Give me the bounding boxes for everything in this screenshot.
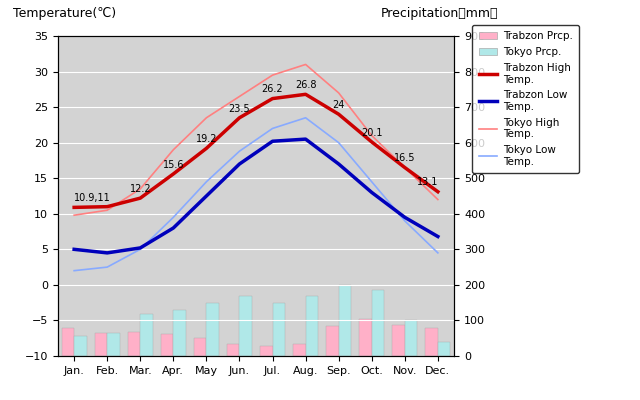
Bar — [95, 333, 107, 356]
Text: 16.5: 16.5 — [394, 153, 415, 163]
Bar — [359, 319, 372, 356]
Text: 13.1: 13.1 — [417, 178, 438, 188]
Bar — [339, 285, 351, 356]
Text: 26.2: 26.2 — [262, 84, 284, 94]
Bar — [426, 328, 438, 356]
Bar — [74, 336, 86, 356]
Text: 19.2: 19.2 — [196, 134, 217, 144]
Legend: Trabzon Prcp., Tokyo Prcp., Trabzon High
Temp., Trabzon Low
Temp., Tokyo High
Te: Trabzon Prcp., Tokyo Prcp., Trabzon High… — [472, 25, 579, 173]
Bar — [161, 334, 173, 356]
Bar — [372, 290, 384, 356]
Bar — [293, 344, 305, 356]
Bar — [140, 314, 153, 356]
Bar — [61, 328, 74, 356]
Bar — [107, 333, 120, 356]
Bar — [326, 326, 339, 356]
Text: 23.5: 23.5 — [228, 104, 250, 114]
Bar — [306, 296, 318, 356]
Bar — [128, 332, 140, 356]
Bar — [404, 320, 417, 356]
Text: 12.2: 12.2 — [129, 184, 151, 194]
Bar — [273, 303, 285, 356]
Bar — [392, 325, 405, 356]
Text: 24: 24 — [332, 100, 345, 110]
Bar — [239, 296, 252, 356]
Bar — [260, 346, 273, 356]
Bar — [206, 303, 219, 356]
Text: 20.1: 20.1 — [361, 128, 383, 138]
Text: Temperature(℃): Temperature(℃) — [13, 7, 116, 20]
Text: 15.6: 15.6 — [163, 160, 184, 170]
Bar — [227, 344, 239, 356]
Text: Precipitation（mm）: Precipitation（mm） — [381, 7, 499, 20]
Text: 26.8: 26.8 — [295, 80, 316, 90]
Bar — [438, 342, 451, 356]
Bar — [173, 310, 186, 356]
Bar — [194, 338, 206, 356]
Text: 10.9,11: 10.9,11 — [74, 193, 111, 203]
